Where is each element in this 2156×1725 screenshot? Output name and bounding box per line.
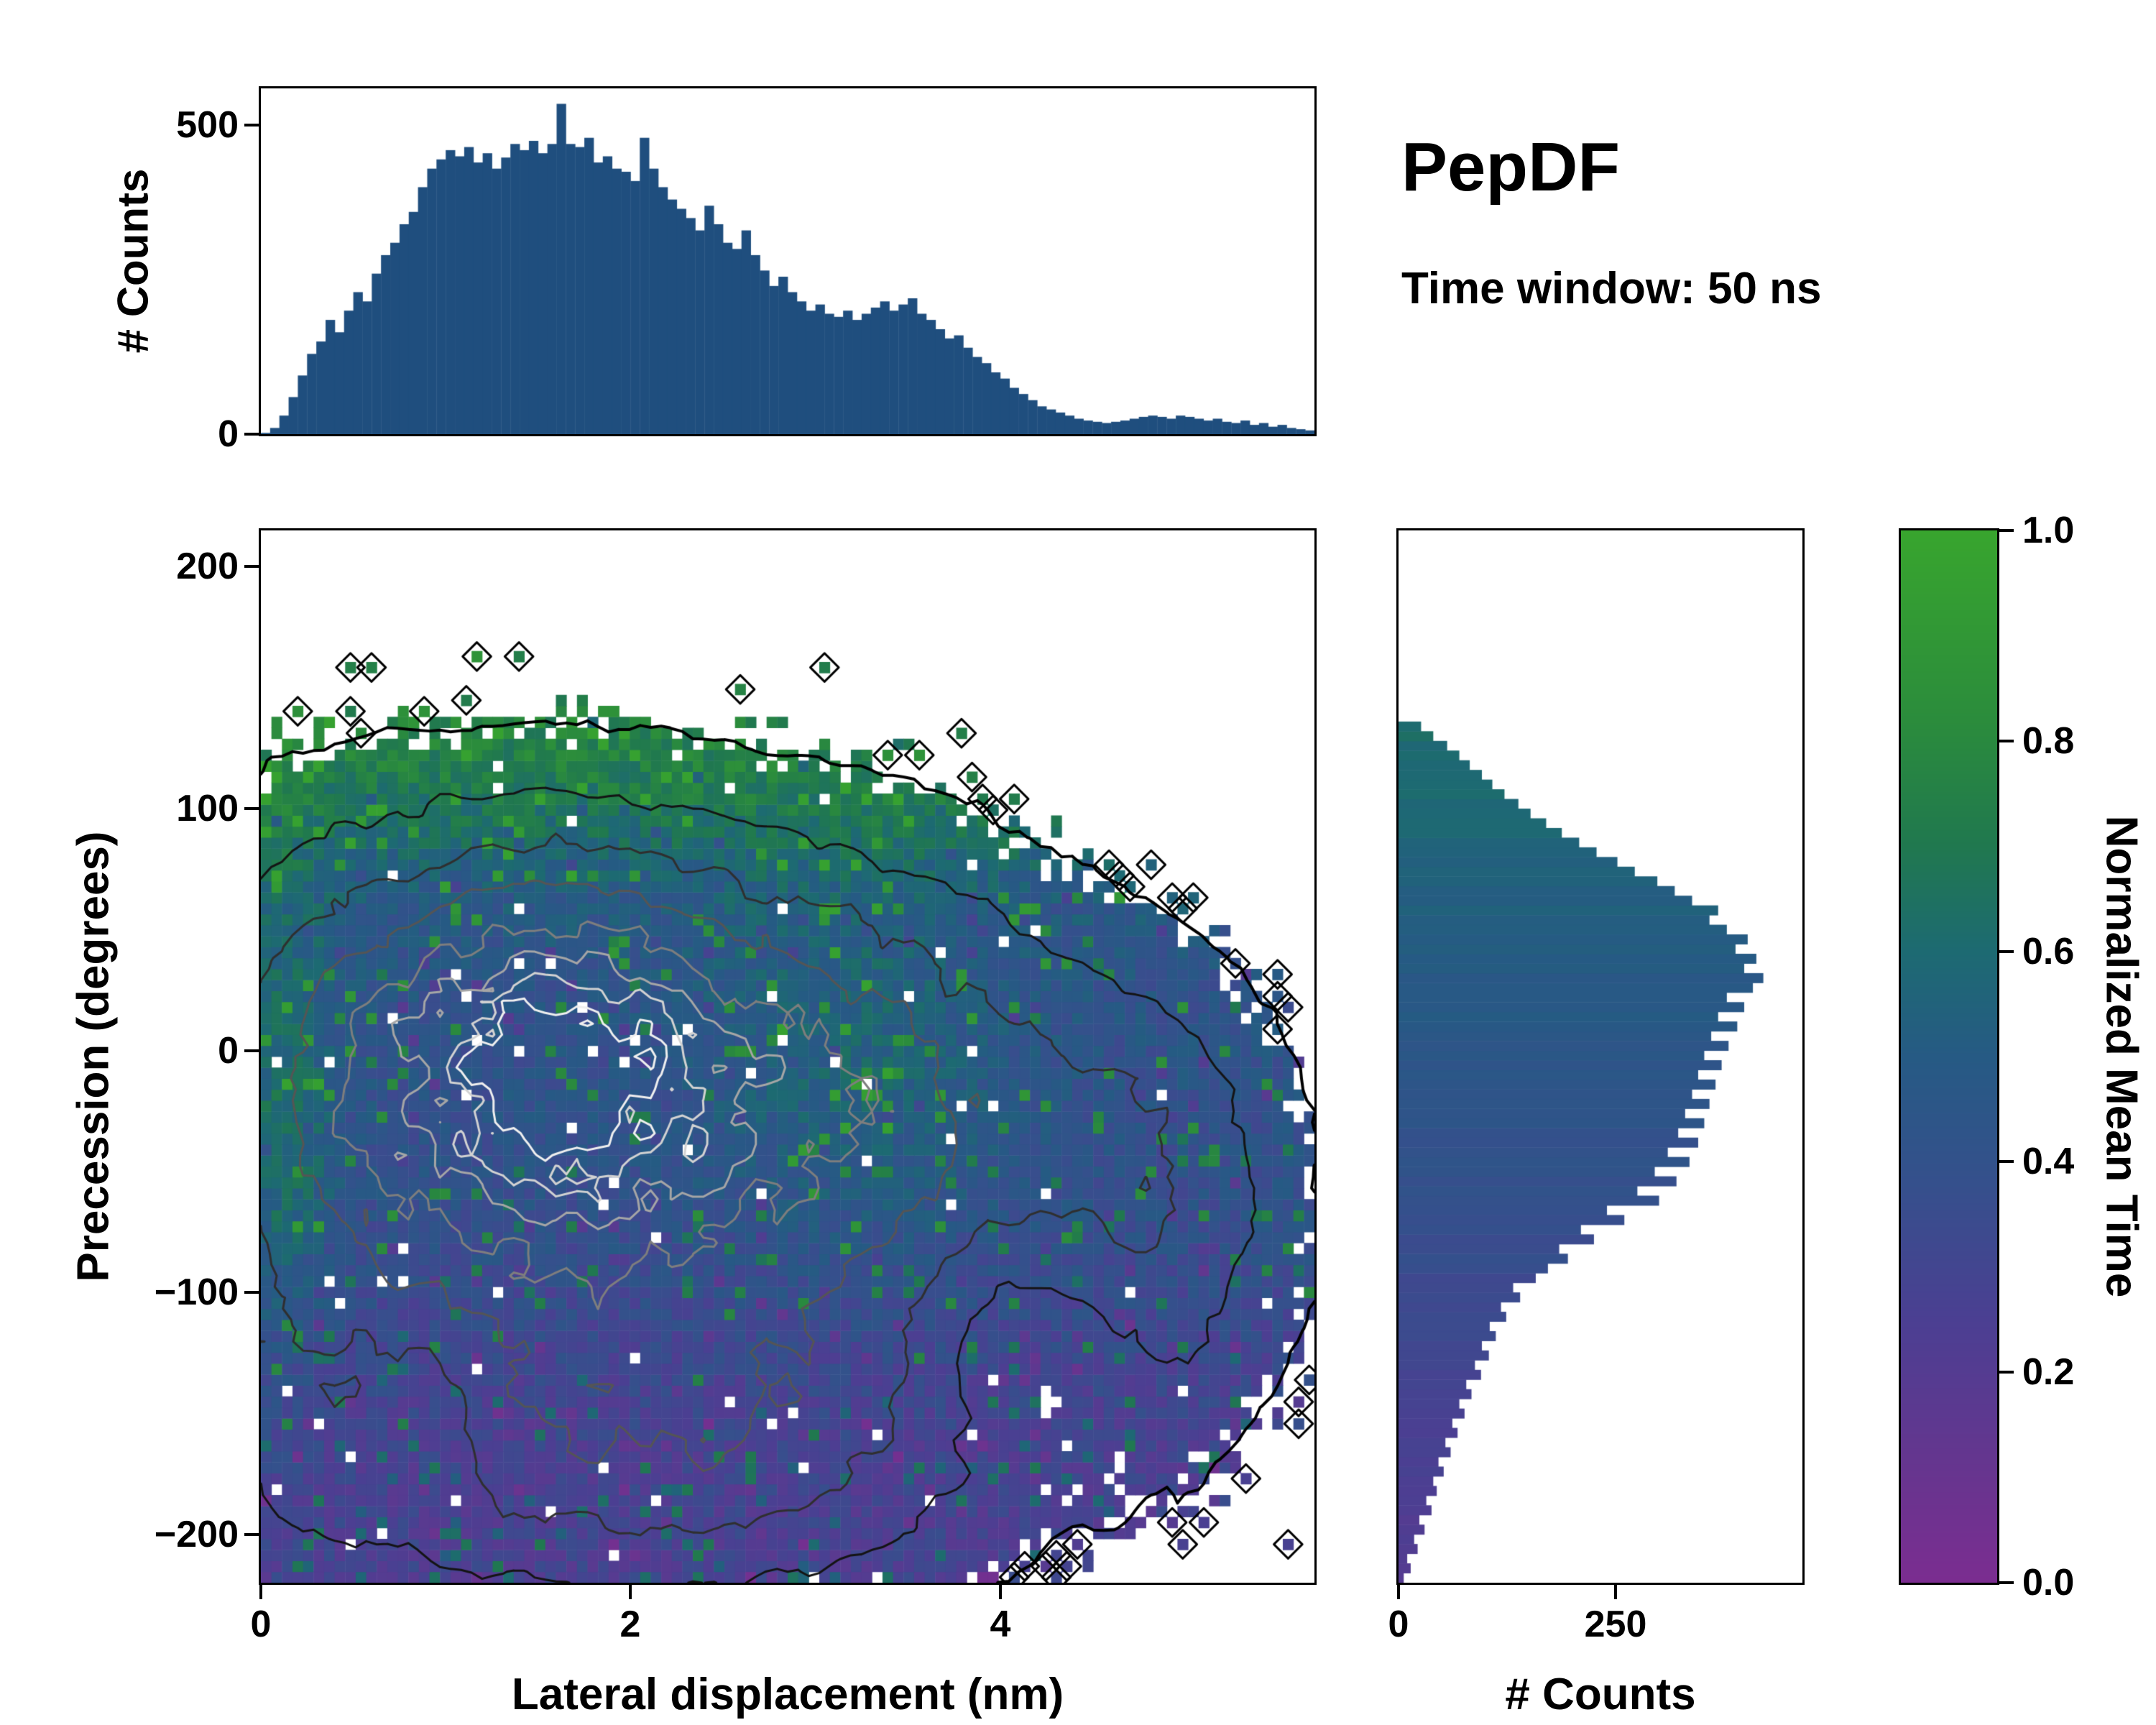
main-xtick-4 (999, 1585, 1002, 1599)
main-ytick-m200 (244, 1533, 259, 1536)
colorbar (1899, 528, 1999, 1585)
main-ytick-label-100: 100 (176, 788, 239, 829)
main-xlabel: Lateral displacement (nm) (511, 1670, 1064, 1719)
cbar-tick-04 (1999, 1160, 2014, 1163)
cbar-tick-10 (1999, 529, 2014, 532)
cbar-tick-label-00: 0.0 (2022, 1562, 2075, 1604)
main-xtick-label-2: 2 (619, 1604, 641, 1645)
main-ytick-100 (244, 807, 259, 810)
cbar-tick-label-06: 0.6 (2022, 931, 2075, 972)
cbar-tick-06 (1999, 950, 2014, 953)
cbar-tick-label-10: 1.0 (2022, 510, 2075, 551)
top-hist-ytick-500 (244, 124, 259, 126)
right-hist-xtick-250 (1614, 1585, 1617, 1599)
main-ytick-label-m200: −200 (154, 1514, 239, 1555)
figure-subtitle: Time window: 50 ns (1401, 264, 1822, 313)
main-xtick-2 (629, 1585, 632, 1599)
top-hist-ytick-label-500: 500 (176, 104, 239, 146)
colorbar-canvas (1901, 530, 1997, 1583)
right-histogram-canvas (1399, 530, 1802, 1583)
cbar-tick-label-08: 0.8 (2022, 720, 2075, 762)
heatmap-axes (259, 528, 1317, 1585)
right-hist-xlabel: # Counts (1505, 1670, 1696, 1719)
main-xtick-0 (259, 1585, 262, 1599)
top-hist-ylabel: # Counts (109, 168, 157, 354)
main-ytick-label-m100: −100 (154, 1271, 239, 1313)
right-hist-xtick-0 (1397, 1585, 1400, 1599)
right-hist-xtick-label-250: 250 (1584, 1604, 1647, 1645)
heatmap-canvas (261, 530, 1314, 1583)
cbar-label: Normalized Mean Time (2096, 815, 2147, 1298)
top-histogram-axes (259, 86, 1317, 436)
cbar-tick-label-02: 0.2 (2022, 1351, 2075, 1393)
main-xtick-label-0: 0 (250, 1604, 272, 1645)
main-xtick-label-4: 4 (990, 1604, 1011, 1645)
right-hist-xtick-label-0: 0 (1388, 1604, 1409, 1645)
main-ytick-label-200: 200 (176, 546, 239, 587)
main-ytick-m100 (244, 1291, 259, 1294)
right-histogram-axes (1396, 528, 1805, 1585)
figure-title: PepDF (1401, 129, 1621, 206)
main-ytick-0 (244, 1049, 259, 1052)
top-histogram-canvas (261, 88, 1314, 434)
main-ylabel: Precession (degrees) (68, 831, 119, 1282)
cbar-tick-00 (1999, 1581, 2014, 1584)
top-hist-ytick-0 (244, 433, 259, 436)
main-ytick-200 (244, 565, 259, 568)
cbar-tick-08 (1999, 740, 2014, 742)
main-ytick-label-0: 0 (218, 1030, 239, 1072)
top-hist-ytick-label-0: 0 (218, 413, 239, 455)
cbar-tick-label-04: 0.4 (2022, 1141, 2075, 1182)
cbar-tick-02 (1999, 1371, 2014, 1374)
